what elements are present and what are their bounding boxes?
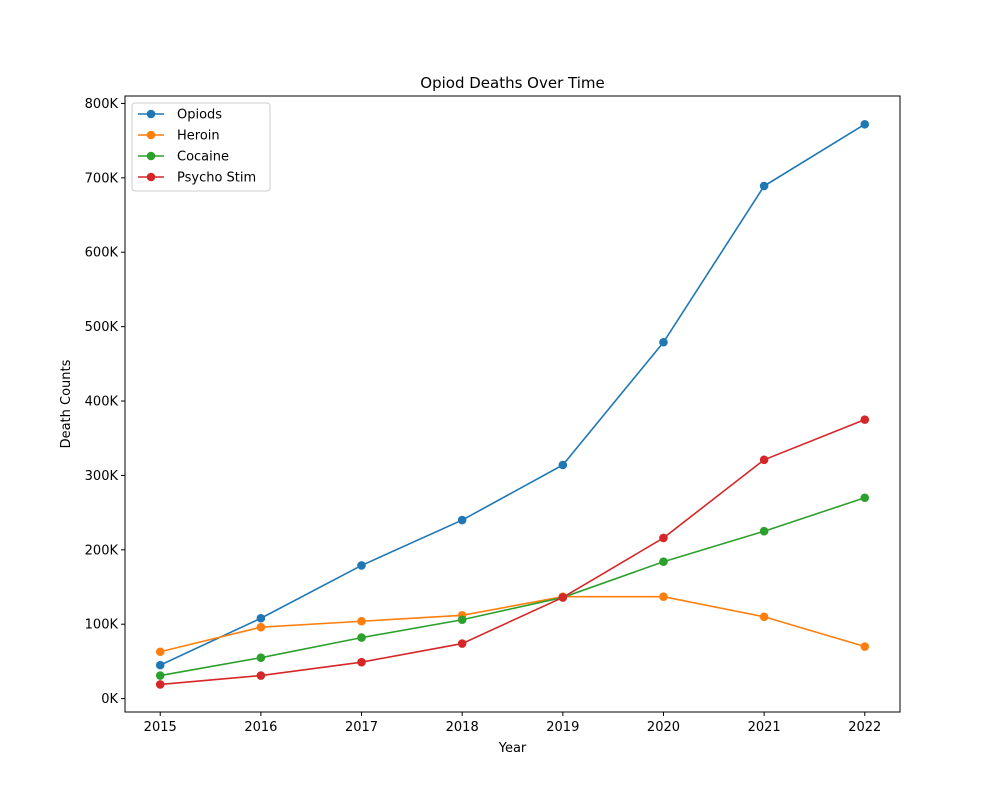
- series-line-cocaine: [160, 496, 866, 677]
- data-point-cocaine: [759, 526, 769, 536]
- x-tick-label: 2020: [647, 720, 680, 735]
- series-line-heroin: [160, 595, 865, 653]
- data-point-psycho-stim: [659, 533, 668, 543]
- legend-marker-heroin: [146, 130, 156, 140]
- data-point-psycho-stim: [759, 455, 769, 465]
- data-point-cocaine: [256, 653, 266, 662]
- series-line-opiods: [159, 123, 866, 666]
- legend-label-psycho-stim: Psycho Stim: [177, 171, 256, 186]
- data-point-opiods: [659, 337, 668, 347]
- data-point-psycho-stim: [256, 671, 266, 680]
- data-point-psycho-stim: [860, 415, 870, 424]
- data-point-heroin: [860, 642, 870, 651]
- legend: Opiods Heroin Cocaine Psycho Stim: [131, 102, 271, 192]
- x-tick-label: 2017: [345, 720, 378, 735]
- data-point-cocaine: [457, 615, 467, 625]
- data-point-opiods: [558, 460, 568, 470]
- y-axis-label: Death Counts: [59, 359, 74, 448]
- x-tick-label: 2021: [748, 720, 781, 735]
- data-point-heroin: [256, 622, 266, 632]
- legend-label-cocaine: Cocaine: [177, 150, 229, 165]
- x-tick-label: 2019: [546, 720, 579, 735]
- legend-label-heroin: Heroin: [177, 129, 220, 144]
- legend-label-opiods: Opiods: [177, 108, 222, 123]
- y-tick-label: 400K: [85, 395, 119, 410]
- data-point-opiods: [759, 181, 769, 191]
- chart-title: Opiod Deaths Over Time: [420, 74, 604, 92]
- y-tick-label: 600K: [85, 246, 119, 261]
- data-point-heroin: [659, 592, 668, 601]
- x-tick-label: 2015: [144, 720, 177, 735]
- y-tick-label: 500K: [85, 320, 119, 335]
- data-point-cocaine: [357, 633, 366, 642]
- x-axis-label: Year: [498, 741, 527, 756]
- data-point-heroin: [155, 647, 165, 657]
- plot-area: 2015 2016 2017 2018 2019 2020 2021 2022 0K 100K 20…: [85, 97, 882, 735]
- data-point-cocaine: [155, 671, 165, 680]
- x-tick-label: 2022: [848, 720, 881, 735]
- legend-marker-psycho-stim: [146, 172, 156, 182]
- data-point-heroin: [357, 616, 366, 626]
- legend-box: [131, 102, 271, 192]
- data-point-opiods: [155, 660, 165, 670]
- y-tick-label: 800K: [85, 97, 119, 112]
- data-point-psycho-stim: [357, 657, 366, 667]
- data-point-cocaine: [659, 557, 668, 567]
- y-tick-label: 100K: [85, 618, 119, 633]
- data-point-cocaine: [860, 493, 870, 503]
- axes-frame: [124, 95, 901, 713]
- y-tick-label: 700K: [85, 171, 119, 186]
- y-tick-label: 300K: [85, 469, 119, 484]
- data-point-psycho-stim: [155, 680, 165, 689]
- data-point-psycho-stim: [558, 593, 568, 602]
- legend-marker-opiods: [146, 109, 156, 119]
- x-tick-label: 2018: [446, 720, 479, 735]
- y-tick-label: 0K: [101, 692, 118, 707]
- x-tick-label: 2016: [244, 720, 277, 735]
- data-point-opiods: [457, 515, 467, 525]
- legend-marker-cocaine: [146, 151, 156, 161]
- series-line-psycho-stim: [160, 418, 866, 686]
- data-point-opiods: [860, 119, 870, 129]
- data-point-opiods: [256, 613, 266, 623]
- y-tick-label: 200K: [85, 543, 119, 558]
- data-point-psycho-stim: [457, 639, 467, 648]
- data-point-opiods: [357, 561, 366, 570]
- data-point-heroin: [759, 612, 769, 622]
